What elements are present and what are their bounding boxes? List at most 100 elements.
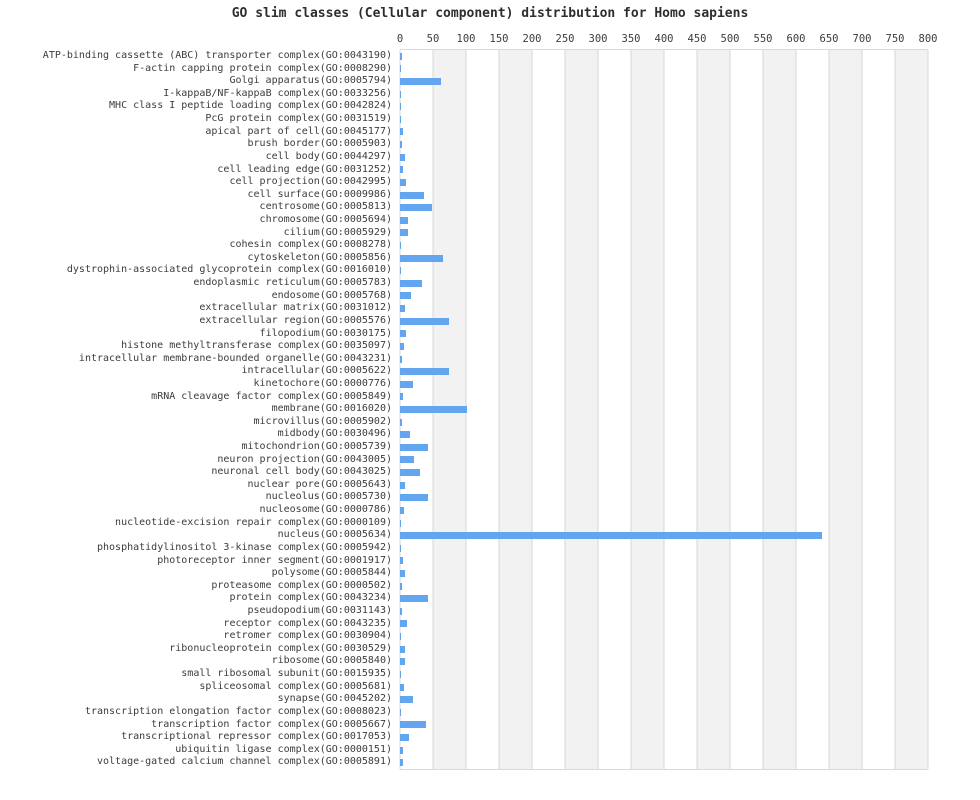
category-label: pseudopodium(GO:0031143) (247, 605, 393, 617)
gridline (630, 50, 632, 769)
category-label: mRNA cleavage factor complex(GO:0005849) (151, 390, 392, 402)
category-label: neuron projection(GO:0043005) (217, 453, 392, 465)
bar (400, 519, 402, 527)
bar (400, 115, 402, 123)
bar (400, 557, 404, 565)
bar (400, 595, 428, 603)
category-label: cell projection(GO:0042995) (229, 176, 392, 188)
category-label: synapse(GO:0045202) (277, 693, 392, 705)
x-tick-label: 200 (522, 33, 542, 45)
bar (400, 342, 404, 350)
bar (400, 456, 414, 464)
bar (400, 128, 404, 136)
bar (400, 532, 823, 540)
bar (400, 229, 408, 237)
category-label: histone methyltransferase complex(GO:003… (121, 340, 392, 352)
x-tick-label: 450 (687, 33, 707, 45)
category-label: mitochondrion(GO:0005739) (241, 441, 392, 453)
bar (400, 708, 402, 716)
gridline (696, 50, 698, 769)
bar (400, 153, 405, 161)
bar (400, 696, 414, 704)
category-label: intracellular(GO:0005622) (241, 365, 392, 377)
category-label: cell leading edge(GO:0031252) (217, 163, 392, 175)
x-tick-label: 800 (918, 33, 938, 45)
category-label: kinetochore(GO:0000776) (253, 377, 392, 389)
category-label: apical part of cell(GO:0045177) (205, 125, 392, 137)
x-tick-label: 300 (588, 33, 608, 45)
category-label: nucleolus(GO:0005730) (265, 491, 392, 503)
category-label: ribosome(GO:0005840) (271, 655, 392, 667)
x-tick-label: 150 (489, 33, 509, 45)
gridline (597, 50, 599, 769)
category-label: PcG protein complex(GO:0031519) (205, 113, 392, 125)
bar (400, 494, 429, 502)
bar (400, 355, 402, 363)
bar (400, 317, 449, 325)
bar (400, 279, 423, 287)
bar (400, 78, 441, 86)
category-label: phosphatidylinositol 3-kinase complex(GO… (96, 541, 392, 553)
bar (400, 90, 402, 98)
x-tick-label: 650 (819, 33, 839, 45)
category-label: proteasome complex(GO:0000502) (211, 579, 392, 591)
gridline (531, 50, 533, 769)
category-label: centrosome(GO:0005813) (259, 201, 392, 213)
category-label: dystrophin-associated glycoprotein compl… (66, 264, 392, 276)
category-label: extracellular matrix(GO:0031012) (199, 302, 392, 314)
bar (400, 607, 402, 615)
bar (400, 141, 402, 149)
category-label: cell body(GO:0044297) (265, 150, 392, 162)
chart-title: GO slim classes (Cellular component) dis… (231, 6, 749, 21)
bar (400, 544, 402, 552)
gridline (762, 50, 764, 769)
bar (400, 721, 426, 729)
gridline (828, 50, 830, 769)
category-label: cell surface(GO:0009986) (247, 188, 393, 200)
bar (400, 683, 404, 691)
category-label: ATP-binding cassette (ABC) transporter c… (42, 50, 392, 61)
x-tick-label: 250 (555, 33, 575, 45)
bar (400, 443, 429, 451)
x-tick-label: 400 (654, 33, 674, 45)
x-tick-label: 100 (456, 33, 476, 45)
x-tick-label: 750 (885, 33, 905, 45)
bar (400, 569, 406, 577)
gridline (564, 50, 566, 769)
bar (400, 204, 433, 212)
bar (400, 506, 404, 514)
gridline (729, 50, 731, 769)
bar (400, 746, 404, 754)
bar (400, 633, 402, 641)
bar (400, 393, 403, 401)
x-tick-label: 350 (621, 33, 641, 45)
bar (400, 292, 412, 300)
category-label: Golgi apparatus(GO:0005794) (229, 75, 392, 87)
category-label: retromer complex(GO:0030904) (223, 630, 392, 642)
bar (400, 103, 402, 111)
category-label: membrane(GO:0016020) (271, 403, 392, 415)
gridline (498, 50, 500, 769)
gridline (927, 50, 929, 769)
bar (400, 733, 410, 741)
category-label: nuclear pore(GO:0005643) (247, 478, 393, 490)
bar (400, 759, 404, 767)
bar (400, 267, 402, 275)
category-label: filopodium(GO:0030175) (259, 327, 392, 339)
category-label: transcription factor complex(GO:0005667) (151, 718, 392, 730)
bar (400, 166, 404, 174)
x-tick-label: 600 (786, 33, 806, 45)
bar (400, 481, 405, 489)
bar (400, 406, 467, 413)
bar (400, 305, 405, 313)
y-axis-labels: ATP-binding cassette (ABC) transporter c… (0, 50, 392, 769)
category-label: ubiquitin ligase complex(GO:0000151) (175, 743, 392, 755)
bar (400, 582, 402, 590)
bar (400, 645, 406, 653)
category-label: neuronal cell body(GO:0043025) (211, 466, 392, 478)
category-label: polysome(GO:0005844) (271, 567, 392, 579)
category-label: intracellular membrane-bounded organelle… (78, 352, 392, 364)
category-label: midbody(GO:0030496) (277, 428, 392, 440)
plot-area (399, 49, 929, 770)
category-label: cilium(GO:0005929) (283, 226, 392, 238)
